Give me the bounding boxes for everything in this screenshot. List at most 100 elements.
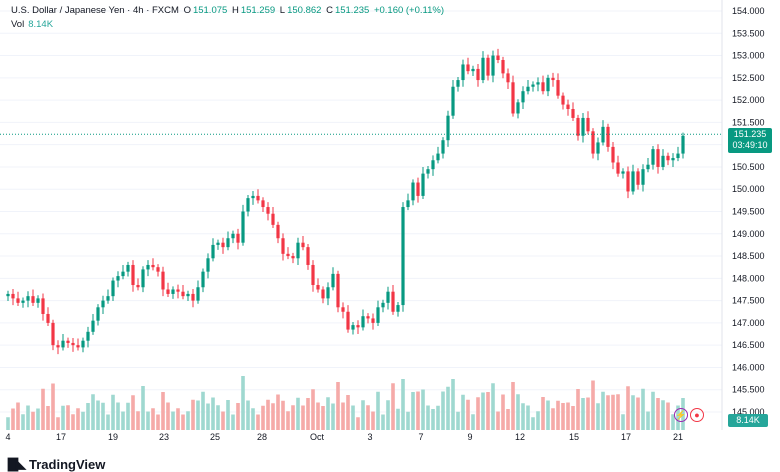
candle-body [281, 238, 285, 254]
candle-body [471, 68, 475, 72]
volume-bar [101, 402, 105, 430]
volume-bar [316, 402, 320, 430]
time-tick: 3 [367, 432, 372, 442]
volume-bar [276, 394, 280, 430]
volume-bar [216, 405, 220, 430]
volume-bar [206, 403, 210, 430]
volume-bar [531, 417, 535, 430]
volume-bar [191, 399, 195, 430]
volume-bar [31, 411, 35, 430]
volume-bar [331, 403, 335, 430]
volume-bar [211, 397, 215, 430]
volume-bar [366, 405, 370, 430]
volume-label: Vol [11, 19, 25, 30]
price-tick: 150.500 [732, 162, 765, 172]
candle-body [351, 325, 355, 330]
volume-bar [226, 400, 230, 430]
candle-body [151, 264, 155, 268]
time-tick: 15 [569, 432, 579, 442]
candle-body [36, 298, 40, 303]
volume-bar [621, 414, 625, 430]
price-tick: 153.500 [732, 28, 765, 38]
candle-body [26, 296, 30, 301]
candle-body [561, 95, 565, 105]
time-tick: 19 [108, 432, 118, 442]
candle-body [341, 307, 345, 312]
candle-body [656, 149, 660, 167]
volume-bar [106, 414, 110, 430]
candle-body [491, 55, 495, 76]
volume-bar [466, 399, 470, 430]
volume-bar [651, 391, 655, 430]
candle-body [416, 182, 420, 196]
volume-bar [606, 395, 610, 430]
volume-bar [231, 414, 235, 430]
volume-bar [526, 405, 530, 430]
candle-body [586, 117, 590, 132]
candle-body [381, 302, 385, 308]
candle-body [291, 256, 295, 259]
candle-body [111, 280, 115, 297]
volume-bar [286, 411, 290, 430]
candle-body [11, 293, 15, 299]
candle-body [506, 73, 510, 83]
brand-name: TradingView [29, 456, 106, 472]
candle-body [256, 195, 260, 201]
volume-bar [156, 414, 160, 430]
candle-body [81, 340, 85, 348]
candle-body [641, 169, 645, 185]
volume-bar [86, 403, 90, 430]
volume-bar [16, 402, 20, 430]
candle-body [266, 207, 270, 214]
time-tick: 23 [159, 432, 169, 442]
volume-bar [346, 395, 350, 430]
price-tick: 148.500 [732, 251, 765, 261]
candle-body [236, 233, 240, 243]
volume-bar [416, 391, 420, 430]
price-tick: 146.500 [732, 340, 765, 350]
volume-bar [141, 386, 145, 430]
volume-bar [631, 395, 635, 430]
candle-body [181, 291, 185, 297]
candle-body [611, 146, 615, 163]
candle-body [456, 80, 460, 87]
volume-bar [21, 414, 25, 430]
candle-body [226, 238, 230, 248]
red-dot-icon[interactable]: ● [690, 408, 704, 422]
volume-bar [61, 405, 65, 430]
flash-icon[interactable]: ⚡ [674, 408, 688, 422]
candle-body [101, 300, 105, 308]
change-value: +0.160 (+0.11%) [373, 5, 445, 16]
volume-bar [201, 391, 205, 430]
candle-body [336, 273, 340, 308]
volume-bar [646, 411, 650, 430]
candle-body [626, 171, 630, 192]
time-tick: 4 [5, 432, 10, 442]
volume-bar [306, 398, 310, 430]
volume-bar [556, 400, 560, 430]
candle-body [581, 117, 585, 136]
price-tick: 145.000 [732, 407, 765, 417]
candle-body [106, 296, 110, 301]
candle-body [636, 171, 640, 185]
volume-bar [81, 411, 85, 430]
candle-body [251, 195, 255, 199]
volume-bar [386, 400, 390, 430]
candle-body [421, 173, 425, 196]
symbol-title[interactable]: U.S. Dollar / Japanese Yen · 4h · FXCM [11, 5, 179, 16]
volume-bar [591, 380, 595, 430]
volume-bar [486, 392, 490, 430]
candle-body [56, 345, 60, 348]
volume-bar [441, 391, 445, 430]
candle-body [46, 313, 50, 323]
volume-bar [541, 397, 545, 430]
volume-bar [611, 394, 615, 430]
close-label: C [326, 5, 333, 16]
tradingview-logo[interactable]: ▇◣ TradingView [8, 456, 105, 472]
candle-body [316, 285, 320, 290]
volume-bar [91, 394, 95, 430]
volume-bar [56, 417, 60, 430]
price-tick: 151.500 [732, 117, 765, 127]
volume-bar [561, 403, 565, 430]
